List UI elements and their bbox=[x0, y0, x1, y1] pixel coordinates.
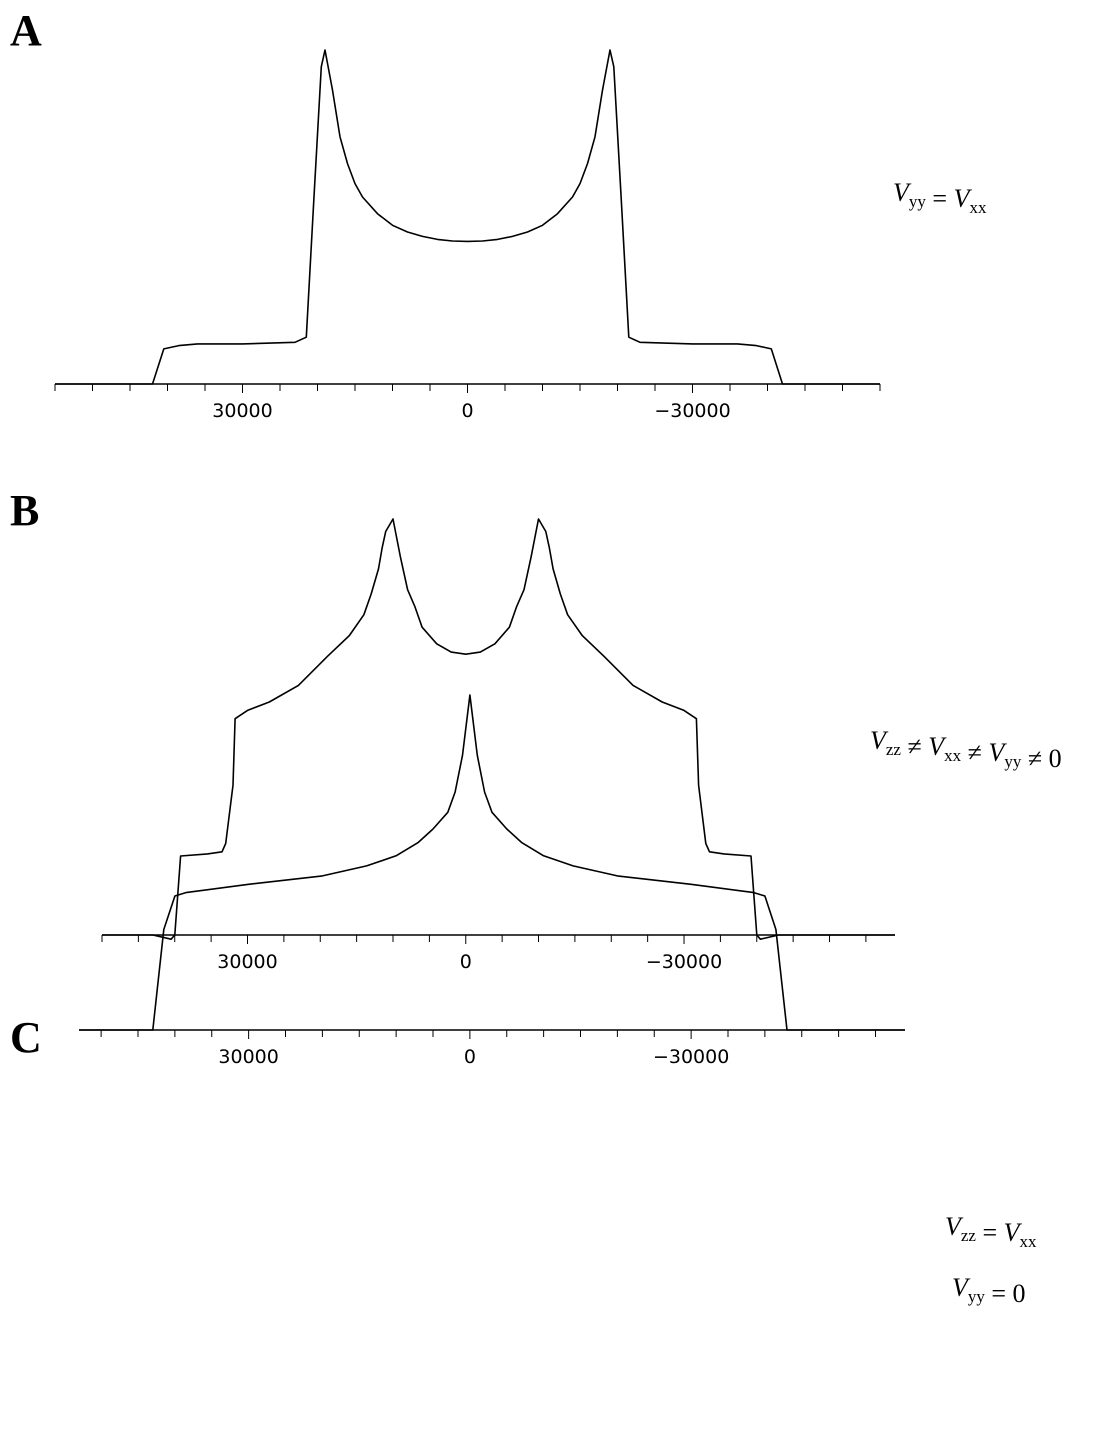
annotation-line: Vyy = Vxx bbox=[893, 178, 987, 217]
spectrum-line bbox=[79, 694, 905, 1031]
annotation-symbol: V bbox=[988, 738, 1007, 767]
panel-a: A Vyy = Vxx 30000 0 −30000 bbox=[10, 6, 987, 422]
annotation-symbol: V bbox=[893, 178, 912, 207]
annotation-subscript: xx bbox=[944, 746, 962, 765]
annotation-subscript: xx bbox=[1020, 1232, 1038, 1251]
annotation-symbol: V bbox=[928, 732, 947, 761]
annotation-symbol: V bbox=[954, 184, 973, 213]
spectrum-line bbox=[102, 518, 895, 940]
annotation-text: ≠ 0 bbox=[1021, 744, 1061, 773]
annotation-subscript: yy bbox=[1004, 752, 1022, 771]
tick-label: −30000 bbox=[654, 400, 730, 422]
annotation-line: Vzz ≠ Vxx ≠ Vyy ≠ 0 bbox=[870, 726, 1062, 773]
panel-c: C Vzz = Vxx Vyy = 0 30000 0 −30000 bbox=[10, 694, 1037, 1308]
annotation-subscript: yy bbox=[968, 1287, 986, 1306]
annotation-text: ≠ bbox=[901, 732, 928, 761]
annotation-line: Vyy = 0 bbox=[952, 1273, 1026, 1308]
annotation-subscript: zz bbox=[961, 1226, 977, 1245]
annotation-text: = bbox=[976, 1218, 1004, 1247]
tick-label: 0 bbox=[461, 400, 473, 422]
annotation-subscript: xx bbox=[969, 198, 987, 217]
tick-label: 0 bbox=[464, 1046, 476, 1068]
tick-label: −30000 bbox=[653, 1046, 729, 1068]
annotation-text: = 0 bbox=[985, 1279, 1026, 1308]
tick-label: 30000 bbox=[212, 400, 272, 422]
annotation-text: ≠ bbox=[961, 738, 988, 767]
annotation-symbol: V bbox=[945, 1212, 964, 1241]
annotation-symbol: V bbox=[952, 1273, 971, 1302]
tick-label: −30000 bbox=[646, 951, 722, 973]
annotation-line: Vzz = Vxx bbox=[945, 1212, 1037, 1251]
tick-label: 30000 bbox=[217, 951, 277, 973]
annotation-symbol: V bbox=[870, 726, 889, 755]
panel-label: C bbox=[10, 1013, 42, 1062]
plot-area: 30000 0 −30000 bbox=[101, 518, 895, 973]
plot-area: 30000 0 −30000 bbox=[54, 49, 881, 422]
annotation-subscript: yy bbox=[909, 192, 927, 211]
plot-area: 30000 0 −30000 bbox=[79, 694, 905, 1068]
tick-label: 30000 bbox=[218, 1046, 278, 1068]
panel-label: B bbox=[10, 486, 39, 535]
annotation-text: = bbox=[926, 184, 954, 213]
annotation-subscript: zz bbox=[886, 740, 902, 759]
panel-label: A bbox=[10, 6, 42, 55]
spectrum-line bbox=[55, 49, 880, 385]
tick-label: 0 bbox=[460, 951, 472, 973]
annotation-symbol: V bbox=[1004, 1218, 1023, 1247]
panel-b: B Vzz ≠ Vxx ≠ Vyy ≠ 0 30000 0 −30000 bbox=[10, 486, 1062, 973]
